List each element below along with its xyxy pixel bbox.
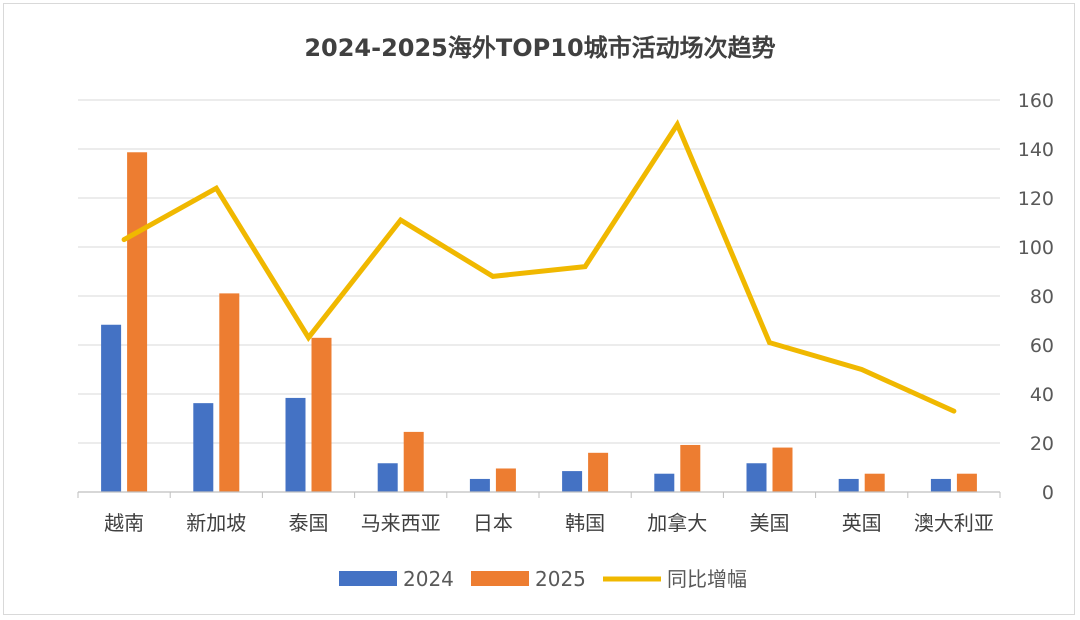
bar-2025-日本 — [495, 468, 516, 492]
category-label: 新加坡 — [186, 511, 246, 535]
right-axis-tick-label: 120 — [1018, 188, 1054, 210]
right-axis-tick-label: 80 — [1030, 286, 1054, 308]
bar-2024-越南 — [101, 324, 122, 492]
bar-group — [101, 152, 977, 492]
bar-2024-新加坡 — [193, 403, 214, 492]
category-label: 澳大利亚 — [914, 511, 994, 535]
category-label: 马来西亚 — [361, 511, 441, 535]
bar-2024-美国 — [746, 463, 767, 492]
line-group — [121, 119, 957, 414]
line-series-同比增幅 — [121, 119, 957, 414]
bar-2025-越南 — [127, 152, 148, 492]
category-label: 美国 — [750, 511, 790, 535]
right-axis-tick-label: 60 — [1030, 335, 1054, 357]
right-axis-tick-label: 40 — [1030, 384, 1054, 406]
bar-2024-日本 — [469, 478, 490, 492]
category-label: 加拿大 — [647, 511, 707, 535]
right-axis-tick-label: 100 — [1018, 237, 1054, 259]
legend: 2024 2025 同比增幅 — [339, 567, 747, 591]
legend-swatch-2025 — [471, 571, 529, 586]
category-label: 泰国 — [289, 511, 329, 535]
bar-2025-英国 — [864, 473, 885, 492]
chart-title: 2024-2025海外TOP10城市活动场次趋势 — [304, 34, 775, 62]
legend-swatch-2024 — [339, 571, 397, 586]
legend-label-2024: 2024 — [403, 567, 454, 591]
bar-2025-新加坡 — [219, 293, 240, 492]
bar-2024-马来西亚 — [377, 463, 398, 492]
bar-2025-泰国 — [311, 337, 332, 492]
chart-frame: 2024-2025海外TOP10城市活动场次趋势 0 20 40 60 80 100 120… — [3, 3, 1075, 615]
bar-2025-美国 — [772, 447, 793, 492]
bar-2025-加拿大 — [680, 444, 701, 492]
right-axis-tick-label: 0 — [1042, 482, 1054, 504]
bar-2025-澳大利亚 — [956, 473, 977, 492]
legend-label-2025: 2025 — [535, 567, 586, 591]
category-label: 日本 — [473, 511, 513, 535]
bar-2024-韩国 — [562, 471, 583, 492]
axes: 0 20 40 60 80 100 120 140 160 越南 新加坡 泰国 马来西亚 日本 韩国 加拿大 美… — [77, 90, 1054, 535]
category-label: 越南 — [104, 511, 144, 535]
legend-label-同比增幅: 同比增幅 — [667, 567, 747, 591]
right-axis-tick-label: 160 — [1018, 90, 1054, 112]
bar-2024-加拿大 — [654, 473, 675, 492]
right-axis-tick-label: 140 — [1018, 139, 1054, 161]
bar-2024-英国 — [838, 478, 859, 492]
combo-chart: 2024-2025海外TOP10城市活动场次趋势 0 20 40 60 80 100 120… — [77, 34, 1054, 591]
right-axis-tick-label: 20 — [1030, 433, 1054, 455]
bar-2025-韩国 — [588, 452, 609, 492]
bar-2024-澳大利亚 — [930, 478, 951, 492]
category-label: 英国 — [842, 511, 882, 535]
bar-2024-泰国 — [285, 397, 306, 492]
bar-2025-马来西亚 — [403, 431, 424, 492]
category-label: 韩国 — [565, 511, 605, 535]
